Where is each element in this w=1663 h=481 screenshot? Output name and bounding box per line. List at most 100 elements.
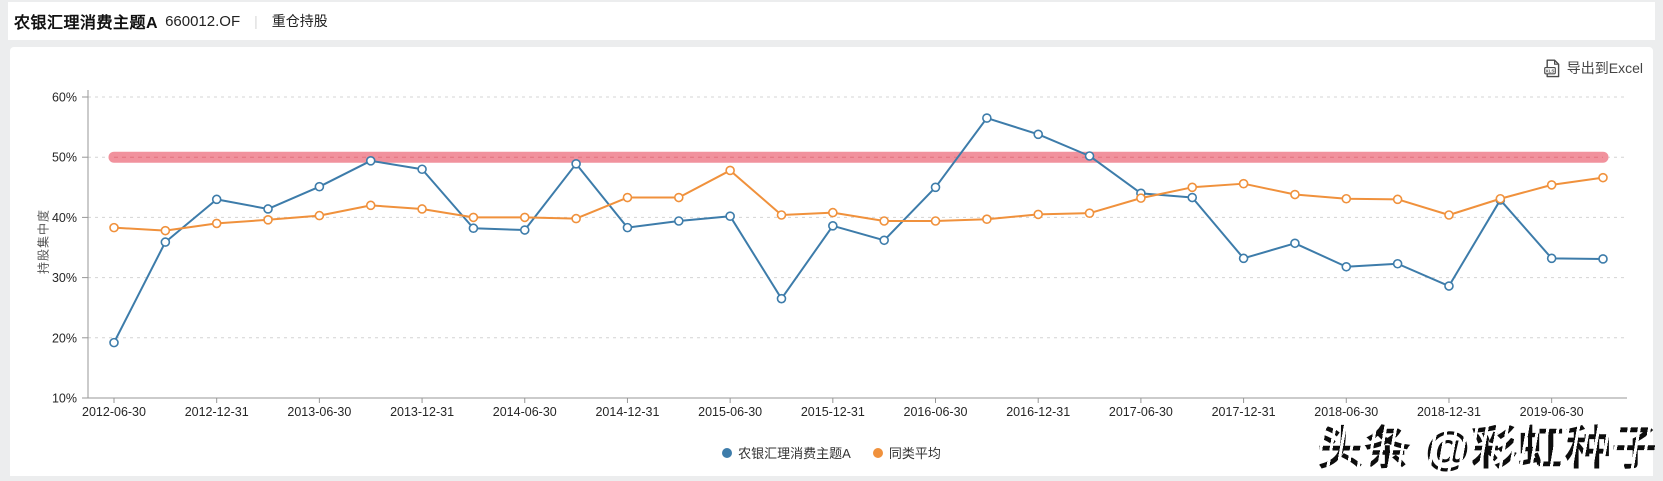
data-point[interactable] — [930, 216, 941, 226]
y-axis-label: 50% — [52, 151, 77, 165]
header-divider: | — [254, 13, 258, 29]
data-point[interactable] — [519, 225, 530, 235]
data-point[interactable] — [1598, 172, 1608, 183]
data-point[interactable] — [1033, 129, 1044, 140]
data-point[interactable] — [673, 216, 684, 226]
x-axis-label: 2014-12-31 — [595, 405, 659, 419]
data-point[interactable] — [1187, 182, 1198, 193]
data-point[interactable] — [468, 212, 479, 223]
fund-name: 农银汇理消费主题A — [14, 15, 159, 32]
data-point[interactable] — [725, 165, 735, 176]
data-point[interactable] — [571, 213, 581, 224]
data-point[interactable] — [1392, 258, 1403, 269]
data-point[interactable] — [365, 156, 376, 166]
data-point[interactable] — [314, 210, 325, 221]
data-point[interactable] — [982, 214, 992, 225]
holdings-concentration-line-chart[interactable]: 10% 20% 30% 40% 50% 60% 2012-06-30 2012-12-31 20… — [10, 47, 1653, 476]
x-axis-label: 2014-06-30 — [493, 405, 557, 419]
data-point[interactable] — [468, 223, 479, 234]
y-axis-title: 持股集中度 — [36, 209, 51, 275]
y-axis-label: 60% — [52, 91, 77, 105]
x-axis-label: 2016-12-31 — [1006, 405, 1070, 419]
data-point[interactable] — [1290, 189, 1300, 200]
data-point[interactable] — [622, 192, 633, 203]
x-axis-label: 2017-06-30 — [1109, 405, 1173, 419]
data-point[interactable] — [1290, 238, 1300, 249]
data-point[interactable] — [1084, 208, 1095, 218]
export-to-excel-label: 导出到Excel — [1566, 60, 1643, 76]
data-point[interactable] — [211, 194, 222, 205]
y-axis-label: 40% — [52, 211, 77, 225]
x-axis-label: 2017-12-31 — [1212, 405, 1276, 419]
y-axis-label: 30% — [52, 271, 77, 285]
x-axis-label: 2012-12-31 — [185, 405, 249, 419]
x-axis-label: 2019-06-30 — [1520, 405, 1584, 419]
data-point[interactable] — [1392, 194, 1403, 205]
legend-label: 农银汇理消费主题A — [738, 446, 851, 461]
data-point[interactable] — [776, 210, 787, 220]
x-axis-label: 2013-06-30 — [287, 405, 351, 419]
data-point[interactable] — [1238, 178, 1249, 189]
data-point[interactable] — [1136, 193, 1146, 203]
x-axis-label: 2012-06-30 — [82, 405, 146, 419]
watermark: 头条 @彩虹种子 — [1317, 422, 1659, 475]
data-point[interactable] — [1546, 253, 1557, 264]
data-point[interactable] — [879, 235, 889, 246]
data-point[interactable] — [1187, 192, 1198, 203]
data-point[interactable] — [1341, 193, 1352, 204]
data-point[interactable] — [725, 211, 735, 221]
legend-label: 同类平均 — [888, 446, 941, 461]
data-point[interactable] — [365, 200, 376, 211]
data-point[interactable] — [1084, 151, 1095, 161]
data-point[interactable] — [1033, 209, 1044, 220]
fund-code: 660012.OF — [165, 12, 241, 30]
data-point[interactable] — [160, 225, 171, 236]
x-axis-label: 2018-06-30 — [1314, 405, 1378, 419]
data-point[interactable] — [1546, 180, 1557, 190]
chart-card: XLS 导出到Excel 持股集中度 10% 20% 30% 40% 50% 60% 201… — [10, 47, 1653, 476]
data-point[interactable] — [263, 204, 273, 214]
data-point[interactable] — [263, 215, 273, 225]
y-axis-label: 20% — [52, 331, 77, 345]
export-to-excel-button[interactable]: XLS 导出到Excel — [1543, 58, 1643, 78]
data-point[interactable] — [571, 159, 581, 169]
legend-item[interactable]: 同类平均 — [872, 443, 941, 462]
x-axis-label: 2015-12-31 — [801, 405, 865, 419]
svg-text:XLS: XLS — [1545, 68, 1554, 73]
xls-file-icon: XLS — [1543, 59, 1561, 78]
data-point[interactable] — [109, 337, 119, 348]
data-point[interactable] — [1444, 210, 1454, 220]
section-title: 重仓持股 — [271, 13, 328, 29]
y-axis-label: 10% — [52, 392, 77, 406]
series-line-0 — [113, 117, 1604, 344]
x-axis-label: 2016-06-30 — [904, 405, 968, 419]
data-point[interactable] — [1341, 261, 1352, 272]
data-point[interactable] — [1238, 253, 1249, 264]
series-line-1 — [113, 169, 1604, 232]
data-point[interactable] — [417, 204, 427, 214]
data-point[interactable] — [1444, 281, 1454, 291]
data-point[interactable] — [417, 164, 427, 175]
x-axis-label: 2018-12-31 — [1417, 405, 1481, 419]
data-point[interactable] — [622, 222, 633, 233]
x-axis-label: 2013-12-31 — [390, 405, 454, 419]
data-point[interactable] — [211, 218, 222, 229]
data-point[interactable] — [160, 237, 171, 247]
data-point[interactable] — [109, 222, 119, 233]
data-point[interactable] — [982, 113, 992, 123]
data-point[interactable] — [314, 181, 325, 192]
x-axis-label: 2015-06-30 — [698, 405, 762, 419]
data-point[interactable] — [1598, 254, 1608, 264]
data-point[interactable] — [879, 216, 889, 226]
data-point[interactable] — [828, 207, 838, 218]
legend-dot — [872, 447, 883, 458]
data-point[interactable] — [930, 182, 941, 193]
chart-legend: 农银汇理消费主题A 同类平均 — [10, 443, 1653, 462]
data-point[interactable] — [1495, 193, 1506, 204]
legend-dot — [722, 447, 733, 458]
data-point[interactable] — [519, 212, 530, 223]
legend-item[interactable]: 农银汇理消费主题A — [722, 443, 851, 462]
data-point[interactable] — [828, 221, 838, 231]
data-point[interactable] — [673, 192, 684, 203]
data-point[interactable] — [776, 293, 787, 304]
